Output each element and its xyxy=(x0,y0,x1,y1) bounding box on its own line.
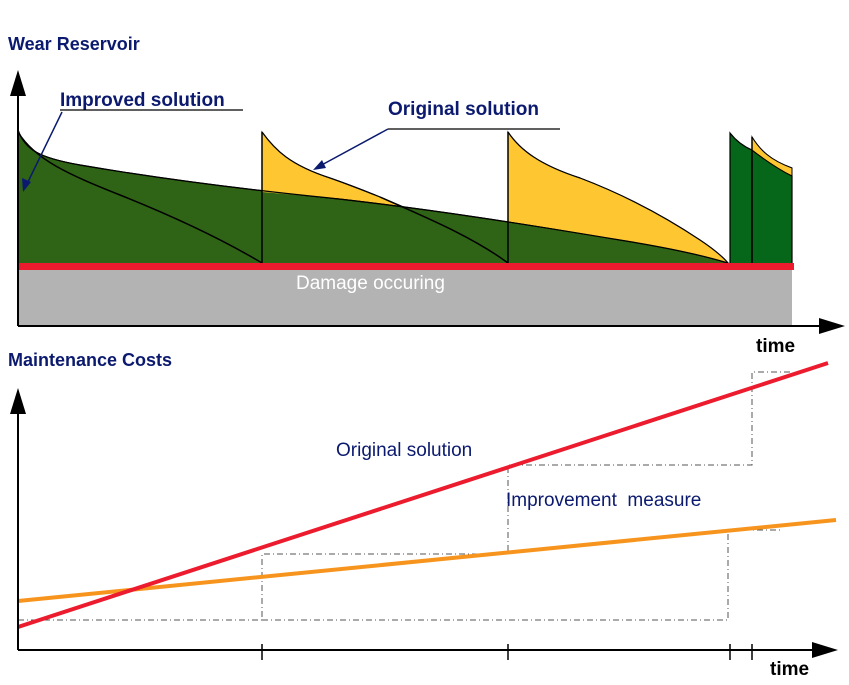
original-solution-overlap-2 xyxy=(262,132,380,198)
improved-renewal-area-1 xyxy=(729,131,753,267)
original-solution-overlap-3 xyxy=(508,132,728,263)
original-cost-label: Original solution xyxy=(336,440,472,461)
original-cost-trend-line xyxy=(17,361,829,629)
improved-cost-steps xyxy=(262,529,780,621)
improved-solution-pointer-head xyxy=(22,178,31,192)
improved-solution-pointer xyxy=(25,111,63,187)
original-curve-1 xyxy=(17,131,263,264)
original-solution-label: Original solution xyxy=(388,99,539,120)
damage-zone xyxy=(18,268,792,326)
improved-cost-trend-line xyxy=(17,518,837,603)
wear-x-axis-label: time xyxy=(756,336,795,357)
cost-x-axis-label: time xyxy=(770,659,809,680)
improved-curve-edge xyxy=(17,129,729,264)
wear-y-axis-arrow xyxy=(10,70,26,96)
cost-x-axis-arrow xyxy=(812,642,838,658)
improvement-measure-label: Improvement measure xyxy=(506,490,701,511)
original-curve-edge-3 xyxy=(507,131,729,264)
improved-solution-label: Improved solution xyxy=(60,90,225,111)
original-curve-edge-2 xyxy=(261,131,381,198)
cost-y-axis-arrow xyxy=(10,388,26,414)
maintenance-costs-title: Maintenance Costs xyxy=(8,350,172,370)
damage-threshold-line xyxy=(18,263,794,270)
damage-occurring-label: Damage occuring xyxy=(296,273,445,294)
wear-reservoir-title: Wear Reservoir xyxy=(8,34,140,54)
wear-x-axis-arrow xyxy=(819,318,845,334)
original-solution-pointer xyxy=(317,128,389,168)
original-solution-pointer-head xyxy=(313,160,326,170)
original-solution-area-4-top xyxy=(751,135,793,177)
original-curve-2-tail xyxy=(379,196,509,264)
